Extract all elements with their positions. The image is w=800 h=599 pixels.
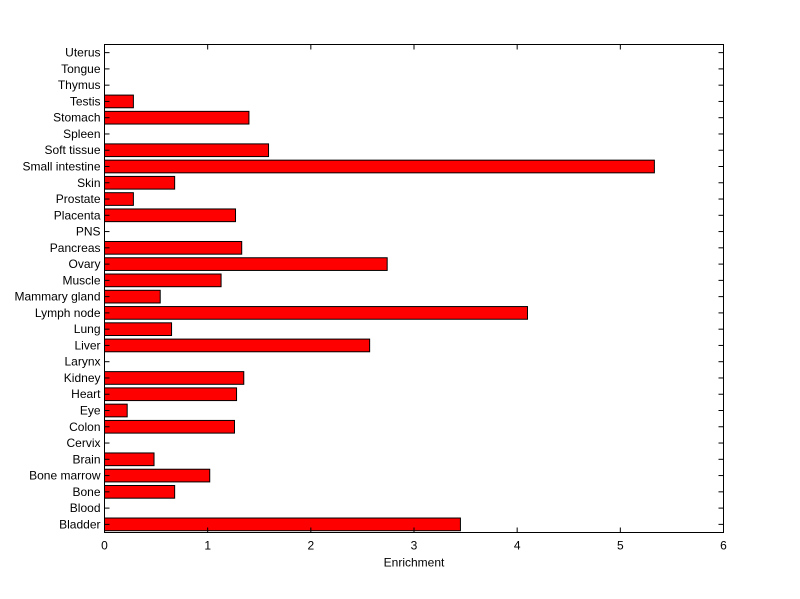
y-tick-label: Mammary gland: [14, 290, 100, 304]
y-tick-label: Spleen: [63, 127, 100, 141]
y-tick-label: Ovary: [68, 257, 100, 271]
bar: [104, 387, 238, 402]
x-tick-label: 6: [720, 539, 727, 553]
y-tick-label: Bone marrow: [29, 469, 101, 483]
y-tick-label: Eye: [80, 404, 101, 418]
bar: [104, 159, 655, 174]
x-tick-label: 3: [411, 539, 418, 553]
bar: [104, 175, 176, 190]
plot-frame: [104, 44, 724, 533]
y-tick-label: Larynx: [64, 355, 100, 369]
x-axis-title: Enrichment: [384, 556, 445, 570]
y-tick-label: Soft tissue: [44, 143, 100, 157]
y-tick-label: Kidney: [64, 371, 101, 385]
bar: [104, 322, 173, 337]
x-tick-label: 1: [204, 539, 211, 553]
y-tick-label: Uterus: [65, 46, 100, 60]
bar: [104, 208, 237, 223]
y-tick-label: Lung: [74, 322, 101, 336]
bar: [104, 257, 388, 271]
bar: [104, 419, 235, 434]
y-tick-label: Muscle: [62, 273, 100, 287]
bar: [104, 143, 270, 158]
bar: [104, 517, 461, 532]
y-tick-label: Bladder: [59, 517, 100, 531]
x-tick-label: 2: [307, 539, 314, 553]
x-tick-label: 0: [101, 539, 108, 553]
y-tick-label: PNS: [76, 225, 101, 239]
bar: [104, 289, 161, 304]
bar: [104, 273, 222, 288]
bar: [104, 338, 371, 353]
y-tick-label: Tongue: [61, 62, 101, 76]
labels-group: Bladder Blood Bone Bone marrow Brain Cervix Co…: [14, 46, 727, 553]
y-tick-label: Thymus: [58, 78, 101, 92]
y-tick-label: Skin: [77, 176, 100, 190]
y-tick-label: Pancreas: [50, 241, 101, 255]
bar: [104, 452, 155, 467]
bar: [104, 240, 243, 255]
bar: [104, 306, 528, 320]
bars-group: [104, 94, 655, 532]
y-tick-label: Placenta: [54, 208, 101, 222]
y-tick-label: Liver: [74, 338, 100, 352]
y-tick-label: Bone: [72, 485, 100, 499]
bar: [104, 371, 245, 385]
y-tick-label: Prostate: [56, 192, 101, 206]
x-tick-label: 4: [514, 539, 521, 553]
y-tick-label: Blood: [70, 501, 101, 515]
y-tick-label: Colon: [69, 420, 100, 434]
y-tick-label: Heart: [71, 387, 101, 401]
bar: [104, 468, 211, 483]
y-tick-label: Small intestine: [22, 160, 100, 174]
bar: [104, 484, 176, 499]
bar: [104, 110, 250, 125]
y-tick-label: Stomach: [53, 111, 100, 125]
y-tick-label: Lymph node: [35, 306, 101, 320]
x-tick-label: 5: [617, 539, 624, 553]
y-tick-label: Testis: [70, 94, 101, 108]
y-tick-label: Cervix: [66, 436, 100, 450]
y-tick-label: Brain: [72, 452, 100, 466]
ticks-group: [104, 44, 724, 533]
